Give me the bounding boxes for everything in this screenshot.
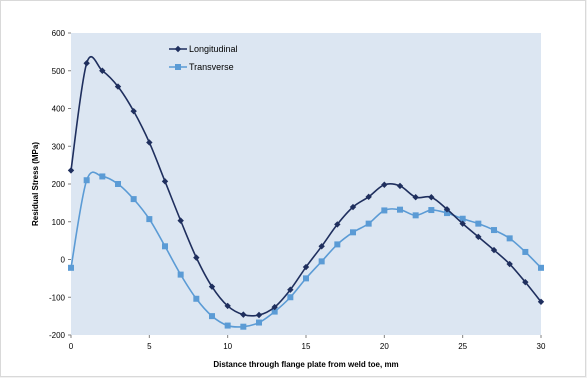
data-point-longitudinal (334, 221, 341, 228)
legend-label-transverse: Transverse (189, 62, 234, 72)
data-point-transverse (491, 227, 497, 234)
data-point-longitudinal (459, 220, 466, 227)
data-point-transverse (459, 215, 466, 222)
legend-marker-longitudinal (174, 45, 182, 53)
data-point-longitudinal (240, 311, 247, 318)
data-point-transverse (130, 196, 137, 203)
data-point-longitudinal (83, 60, 90, 67)
y-tick-label: -200 (49, 331, 66, 340)
data-point-longitudinal (302, 263, 310, 271)
data-point-longitudinal (161, 178, 169, 185)
data-point-longitudinal (428, 194, 435, 201)
x-tick-label: 5 (147, 342, 152, 351)
data-point-transverse (99, 173, 106, 180)
data-point-longitudinal (67, 167, 75, 174)
data-point-longitudinal (475, 233, 482, 241)
data-point-longitudinal (271, 303, 278, 311)
y-tick-label: 100 (52, 218, 66, 227)
legend-marker-shape (175, 64, 181, 70)
data-point-transverse (506, 235, 513, 242)
data-point-longitudinal (381, 181, 388, 188)
data-point-transverse (381, 207, 388, 214)
data-point-longitudinal (208, 283, 216, 290)
series-longitudinal (67, 56, 545, 319)
y-tick-label: 500 (52, 67, 66, 76)
y-tick-label: 400 (52, 105, 66, 114)
data-point-longitudinal (537, 298, 545, 305)
data-point-longitudinal (443, 206, 451, 213)
x-axis-title: Distance through flange plate from weld … (213, 360, 398, 369)
data-point-transverse (271, 308, 278, 315)
data-point-transverse (397, 206, 403, 213)
data-point-transverse (68, 264, 74, 271)
data-point-transverse (412, 212, 419, 219)
data-point-transverse (522, 248, 529, 255)
plot-area (71, 33, 541, 335)
data-point-transverse (365, 220, 372, 227)
legend: Longitudinal Transverse (169, 44, 238, 72)
y-axis-ticks: -200 -100 0 100 200 300 400 500 600 (49, 29, 71, 340)
y-tick-label: 0 (61, 256, 66, 265)
data-point-transverse (334, 241, 341, 248)
data-point-transverse (240, 323, 247, 330)
data-point-longitudinal (349, 203, 357, 211)
data-point-longitudinal (193, 254, 200, 261)
data-point-longitudinal (506, 260, 513, 268)
data-point-transverse (303, 275, 309, 282)
legend-label-longitudinal: Longitudinal (189, 44, 238, 54)
x-tick-label: 0 (69, 342, 74, 351)
x-tick-label: 30 (537, 342, 546, 351)
data-point-transverse (177, 271, 184, 278)
data-point-longitudinal (287, 286, 294, 293)
data-point-longitudinal (99, 67, 106, 74)
data-point-longitudinal (412, 194, 419, 201)
data-point-transverse (318, 258, 325, 265)
y-tick-label: 300 (52, 142, 66, 151)
data-point-longitudinal (114, 83, 122, 90)
x-tick-label: 25 (458, 342, 467, 351)
data-point-transverse (115, 181, 121, 187)
data-point-transverse (146, 216, 153, 223)
data-point-transverse (538, 264, 544, 271)
data-point-longitudinal (522, 278, 529, 286)
data-point-longitudinal (365, 193, 372, 201)
data-point-longitudinal (318, 243, 325, 250)
x-tick-label: 15 (302, 342, 311, 351)
series-transverse (68, 171, 544, 330)
y-tick-label: 200 (52, 180, 66, 189)
data-point-transverse (209, 313, 215, 320)
y-axis-title: Residual Stress (MPa) (31, 142, 40, 226)
data-point-transverse (224, 322, 231, 329)
data-point-longitudinal (130, 107, 137, 115)
x-tick-label: 10 (223, 342, 232, 351)
y-tick-label: 600 (52, 29, 66, 38)
data-point-transverse (287, 294, 294, 301)
data-point-transverse (428, 207, 435, 214)
data-point-longitudinal (146, 139, 153, 146)
data-point-longitudinal (255, 311, 263, 319)
x-tick-label: 20 (380, 342, 389, 351)
y-tick-label: -100 (49, 293, 66, 302)
x-axis-ticks: 0 5 10 15 20 25 30 (69, 335, 546, 351)
data-point-transverse (162, 243, 168, 250)
data-point-transverse (83, 177, 90, 184)
legend-marker-shape (174, 45, 182, 53)
data-point-transverse (444, 210, 450, 217)
data-point-transverse (193, 295, 200, 302)
data-point-longitudinal (490, 246, 498, 254)
data-point-longitudinal (224, 302, 231, 310)
legend-marker-transverse (175, 64, 181, 70)
data-point-longitudinal (177, 217, 184, 224)
series-layer (67, 56, 545, 330)
data-point-longitudinal (396, 182, 404, 190)
data-point-transverse (256, 319, 262, 326)
data-point-transverse (350, 229, 356, 236)
data-point-transverse (475, 220, 482, 227)
